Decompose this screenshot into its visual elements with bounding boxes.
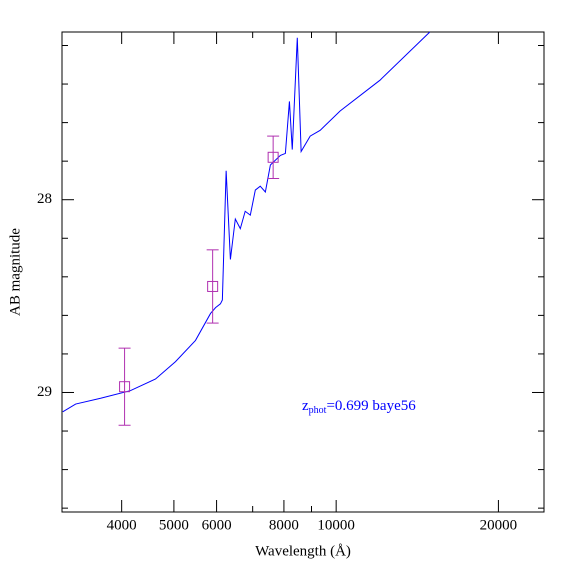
x-tick-label: 8000 [269,517,299,533]
y-tick-label: 29 [37,384,52,400]
model-spectrum [62,31,431,413]
annotation: zphot=0.699 baye56 [302,398,416,416]
y-axis-label: AB magnitude [7,228,23,316]
annotation-sub: phot [309,405,327,416]
x-axis-label: Wavelength (Å) [255,543,351,559]
x-tick-label: 20000 [480,517,518,533]
x-tick-label: 10000 [317,517,355,533]
y-tick-label: 28 [37,191,52,207]
x-tick-label: 5000 [159,517,189,533]
data-point [119,381,131,393]
x-tick-label: 6000 [202,517,232,533]
data-point [267,151,279,163]
plot-frame [61,31,545,513]
annotation-rest: =0.699 baye56 [326,398,416,414]
x-tick-label: 4000 [107,517,137,533]
data-point [207,280,219,292]
annotation-z: z [302,398,309,414]
